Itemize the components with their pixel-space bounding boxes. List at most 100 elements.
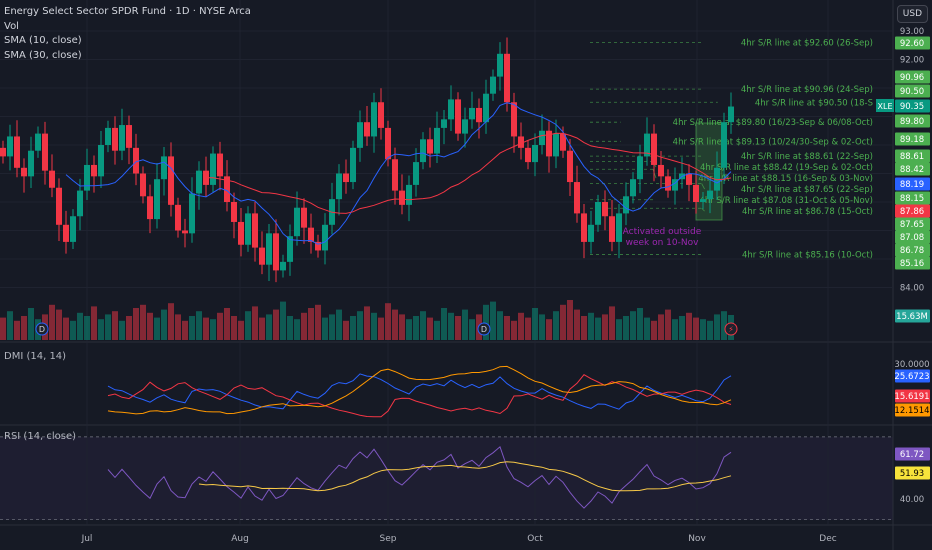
price-label-text: 85.16	[900, 259, 924, 269]
candle	[294, 207, 300, 237]
candle	[525, 147, 531, 163]
volume-bar	[14, 320, 20, 340]
volume-bar	[196, 311, 202, 340]
legend-sma10[interactable]: SMA (10, close)	[4, 35, 82, 46]
candle	[497, 53, 503, 77]
rsi-ma-line	[198, 461, 732, 492]
dividend-icon-label: D	[39, 325, 45, 334]
plus-di-label	[895, 369, 930, 383]
volume-bar	[343, 320, 349, 340]
rsi-title[interactable]: RSI (14, close)	[4, 431, 77, 442]
volume-bar	[329, 314, 335, 340]
volume-bar	[420, 311, 426, 340]
volume-bar	[623, 316, 629, 340]
candle	[462, 119, 468, 134]
candle	[245, 213, 251, 245]
volume-bar	[238, 320, 244, 340]
candle	[273, 233, 279, 271]
volume-bar	[672, 319, 678, 340]
candle	[259, 247, 265, 265]
price-label-text: 90.96	[900, 73, 924, 83]
volume-bar	[28, 308, 34, 340]
volume-bar	[441, 308, 447, 340]
dmi-title[interactable]: DMI (14, 14)	[4, 351, 67, 362]
candle	[567, 150, 573, 183]
price-label-text: 87.65	[900, 220, 924, 230]
candle	[189, 193, 195, 234]
volume-bar	[581, 316, 587, 340]
candle	[518, 136, 524, 148]
legend-sma30[interactable]: SMA (30, close)	[4, 49, 82, 61]
volume-bar	[49, 304, 55, 340]
price-label	[895, 204, 930, 218]
volume-bar	[560, 304, 566, 340]
candle	[588, 224, 594, 242]
volume-bar	[707, 320, 713, 340]
lightning-icon: ⚡	[728, 325, 734, 334]
price-label-text: 88.42	[900, 165, 924, 175]
candle	[63, 224, 69, 242]
time-tick: Nov	[688, 534, 706, 544]
volume-bar	[252, 306, 258, 340]
price-label-text: 89.18	[900, 135, 924, 145]
candle	[511, 102, 517, 137]
minus-di-line	[107, 374, 732, 418]
price-label-text: 86.78	[900, 246, 924, 256]
price-label	[895, 230, 930, 244]
volume-bar	[7, 311, 13, 340]
volume-bar	[315, 304, 321, 340]
volume-bar	[413, 316, 419, 340]
volume-bar	[462, 309, 468, 340]
candle	[112, 127, 118, 151]
volume-bar	[637, 308, 643, 340]
price-label	[895, 177, 930, 191]
candle	[168, 156, 174, 205]
sr-label: 4hr S/R line at $88.61 (22-Sep)	[741, 152, 873, 162]
volume-bar	[679, 316, 685, 340]
volume-bar	[189, 316, 195, 340]
legend-vol[interactable]: Vol	[4, 20, 19, 32]
volume-bar	[322, 317, 328, 340]
volume-bar	[308, 308, 314, 340]
volume-bar	[693, 317, 699, 340]
volume-bar	[245, 311, 251, 340]
volume-bar	[455, 316, 461, 340]
candle	[595, 202, 601, 225]
candle	[0, 147, 6, 157]
volume-bar	[532, 308, 538, 340]
volume-bar	[588, 312, 594, 340]
volume-bar	[609, 306, 615, 340]
symbol-title[interactable]: Energy Select Sector SPDR Fund · 1D · NY…	[4, 6, 251, 17]
candle	[693, 184, 699, 202]
candle	[84, 164, 90, 191]
volume-bar	[448, 312, 454, 340]
plus-di-line	[107, 373, 732, 410]
annotation-text: Activated outside	[623, 227, 702, 237]
adx-label-text: 12.1514	[894, 406, 929, 416]
rsi-band	[0, 437, 893, 520]
currency-button[interactable]: USD	[896, 5, 928, 23]
dividend-icon	[477, 322, 491, 336]
earnings-icon	[724, 322, 738, 336]
volume-bar	[105, 314, 111, 340]
volume-bar	[336, 309, 342, 340]
volume-bar	[63, 317, 69, 340]
sr-label: 4hr S/R line at $86.78 (15-Oct)	[742, 207, 873, 217]
candle	[378, 102, 384, 128]
candle	[602, 202, 608, 217]
sr-label: 4hr S/R line at $85.16 (10-Oct)	[742, 250, 873, 260]
volume-bar	[224, 308, 230, 340]
volume-bar	[553, 311, 559, 340]
candle	[427, 139, 433, 154]
volume-bar	[686, 312, 692, 340]
candle	[196, 170, 202, 194]
volume-bar	[651, 320, 657, 340]
candle	[413, 162, 419, 185]
sr-label: 4hr S/R line at $89.13 (10/24/30-Sep & 0…	[673, 137, 873, 147]
minus-di-label	[895, 389, 930, 403]
volume-bar	[616, 319, 622, 340]
volume-bar	[427, 317, 433, 340]
candle	[581, 213, 587, 242]
